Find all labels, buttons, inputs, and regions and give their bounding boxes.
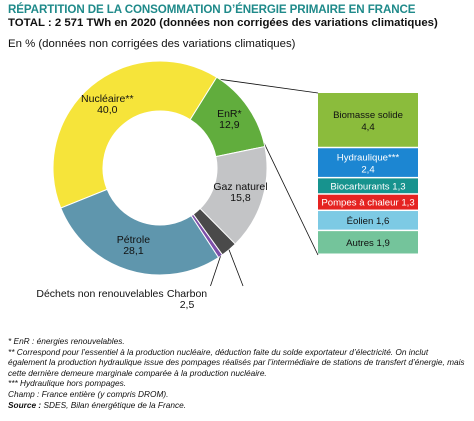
breakdown-pompes-a-chaleur <box>318 194 418 210</box>
leader-charbon <box>228 249 244 287</box>
footnote-enr: * EnR : énergies renouvelables. <box>8 336 125 346</box>
slice-petrole <box>60 188 220 276</box>
chart-title: RÉPARTITION DE LA CONSOMMATION D’ÉNERGIE… <box>8 3 416 16</box>
footnote-hydro: *** Hydraulique hors pompages. <box>8 378 127 389</box>
footnote-nuclear: ** Correspond pour l’essentiel à la prod… <box>8 346 465 378</box>
breakdown-label-eolien: Éolien 1,6 <box>347 216 390 227</box>
label-enr: EnR* 12,9 <box>217 108 242 131</box>
svg-text:2,4: 2,4 <box>361 165 375 176</box>
breakdown-autres <box>318 231 418 254</box>
footnotes: * EnR : énergies renouvelables. ** Corre… <box>8 336 468 410</box>
svg-text:Hydraulique***: Hydraulique*** <box>337 153 400 164</box>
breakdown-biomasse-solide <box>318 93 418 147</box>
svg-text:4,4: 4,4 <box>361 122 375 133</box>
connector-bottom <box>263 142 319 256</box>
footnote-scope: Champ : France entière (y compris DROM). <box>8 388 169 399</box>
label-dechets-non-renouvelables: Déchets non renouvelables <box>36 288 163 300</box>
breakdown-eolien <box>318 211 418 230</box>
donut-slices <box>52 60 268 276</box>
svg-text:Biomasse solide: Biomasse solide <box>333 110 403 121</box>
donut-labels: Nucléaire** 40,0 EnR* 12,9 Gaz naturel 15,8 Pé… <box>36 93 267 311</box>
svg-text:Autres 1,9: Autres 1,9 <box>346 238 390 249</box>
breakdown-biocarburants <box>318 178 418 194</box>
chart-subtitle: TOTAL : 2 571 TWh en 2020 (données non c… <box>8 17 438 29</box>
label-petrole: Pétrole 28,1 <box>117 234 150 257</box>
breakdown-label-biocarburants: Biocarburants 1,3 <box>330 181 405 192</box>
connector-top <box>219 78 319 94</box>
svg-text:Éolien 1,6: Éolien 1,6 <box>347 216 390 227</box>
slice-nucleaire <box>52 60 218 209</box>
donut-chart: Nucléaire** 40,0 EnR* 12,9 Gaz naturel 15,8 Pé… <box>36 60 418 311</box>
label-gaz-naturel: Gaz naturel 15,8 <box>213 181 267 204</box>
footnote-source: Source : SDES, Bilan énergétique de la F… <box>8 400 468 411</box>
svg-text:Pompes à chaleur 1,3: Pompes à chaleur 1,3 <box>321 198 414 209</box>
leader-dechets <box>210 256 221 287</box>
svg-text:Biocarburants 1,3: Biocarburants 1,3 <box>330 181 405 192</box>
unit-note: En % (données non corrigées des variatio… <box>8 38 296 50</box>
label-charbon: Charbon 2,5 <box>167 288 207 311</box>
breakdown-label-autres: Autres 1,9 <box>346 238 390 249</box>
source-text: SDES, Bilan énergétique de la France. <box>41 399 187 410</box>
breakdown-label-hydraulique: Hydraulique***2,4 <box>337 153 400 176</box>
breakdown-hydraulique <box>318 148 418 177</box>
breakdown-connectors <box>219 78 319 256</box>
label-nucleaire: Nucléaire** 40,0 <box>81 93 134 116</box>
breakdown-label-pompes-a-chaleur: Pompes à chaleur 1,3 <box>321 198 414 209</box>
source-label: Source : <box>8 399 42 410</box>
